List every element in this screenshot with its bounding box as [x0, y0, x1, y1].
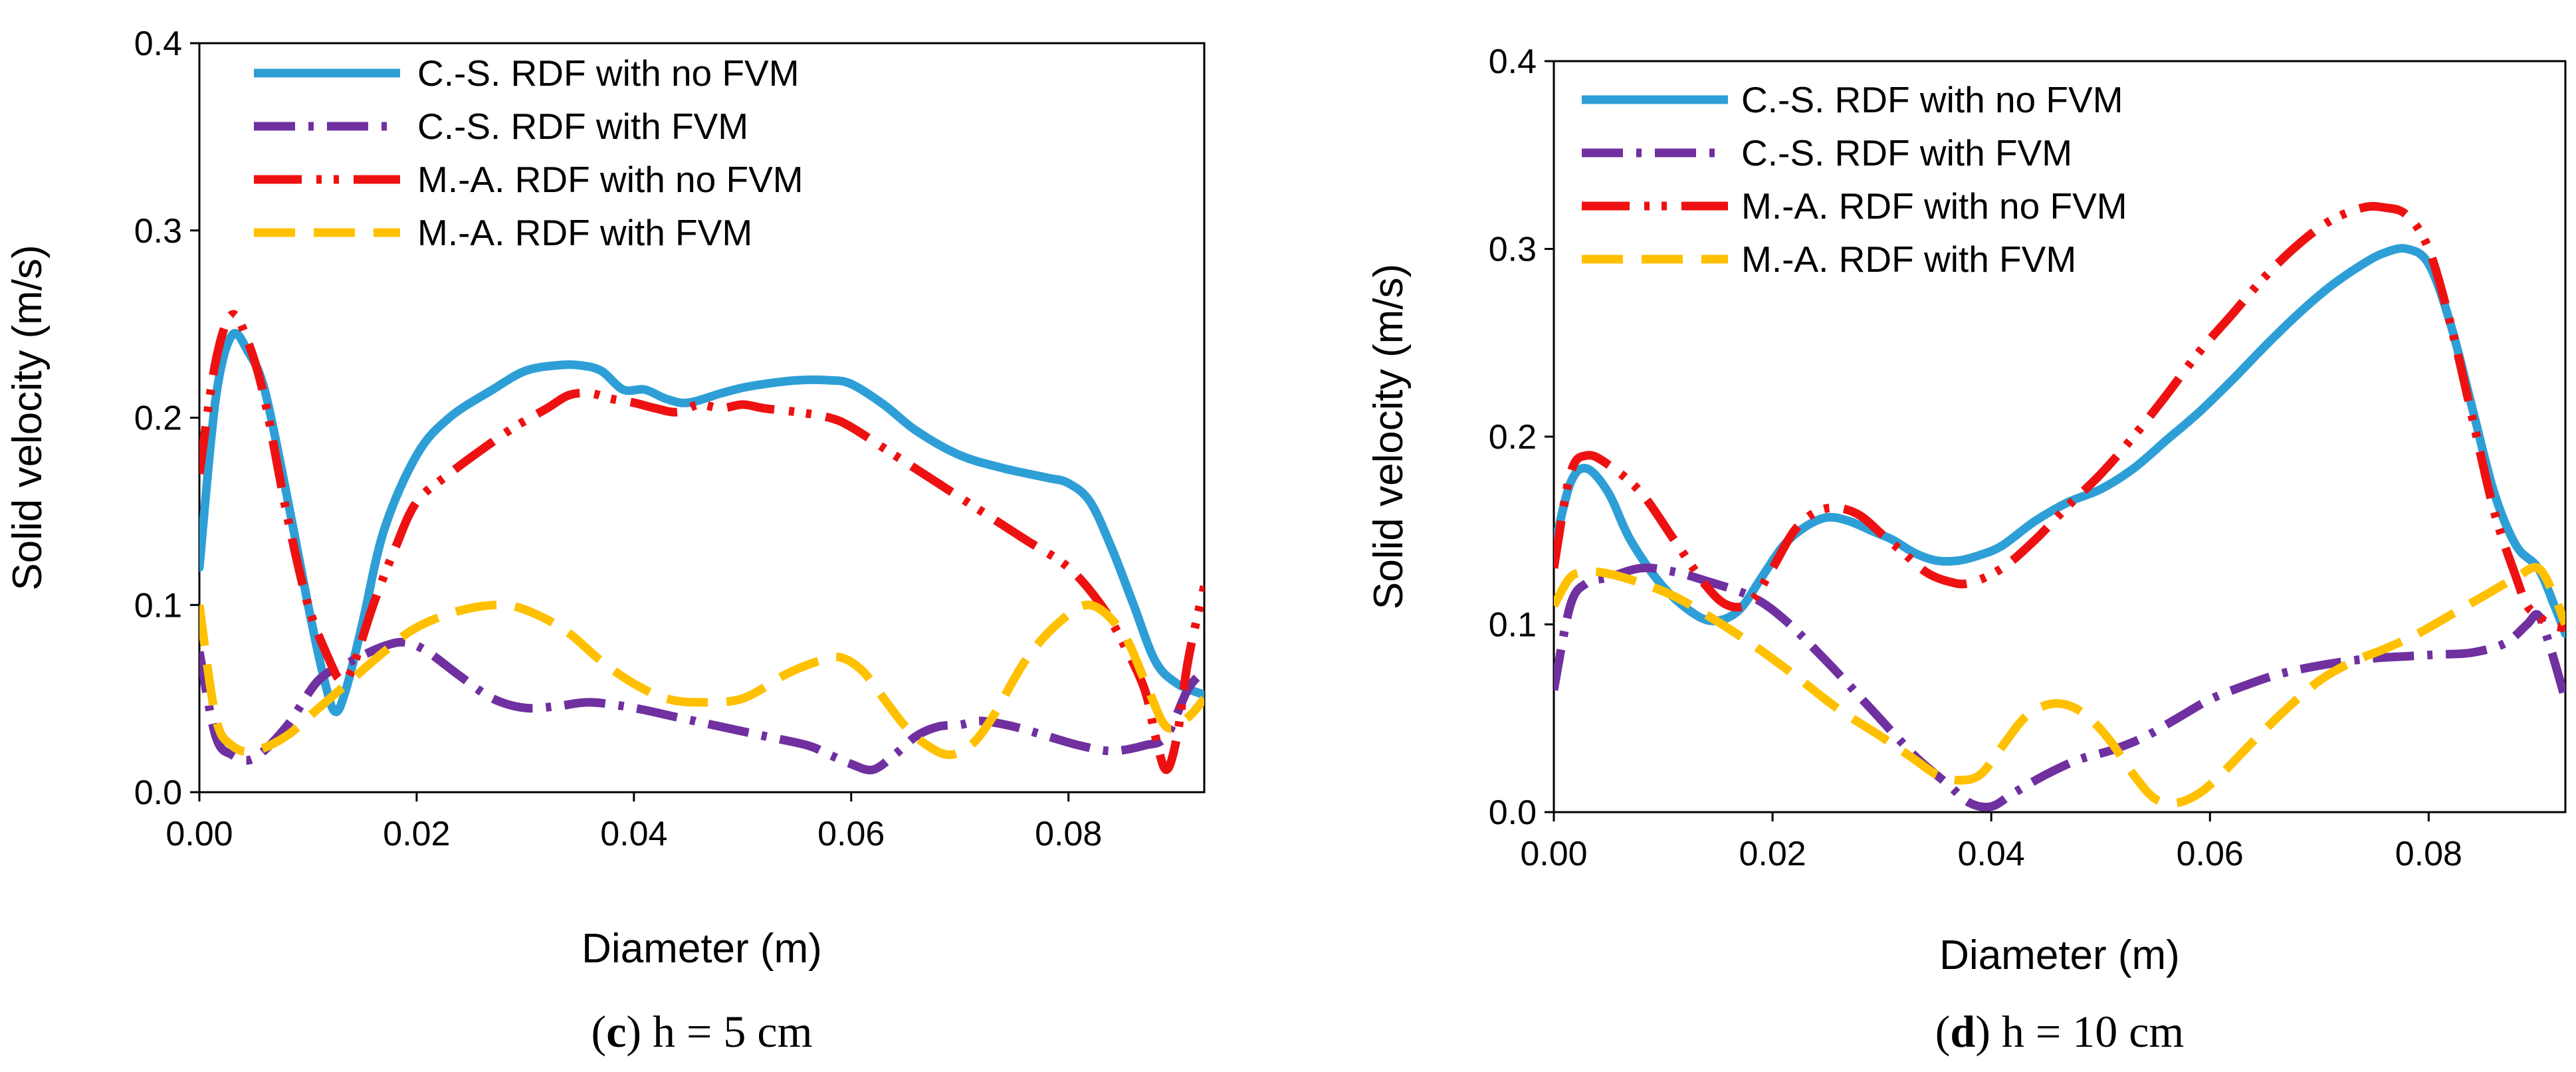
x-axis-title: Diameter (m) — [1939, 932, 2180, 978]
legend-label: M.-A. RDF with FVM — [417, 212, 752, 253]
x-tick-label: 0.02 — [383, 815, 450, 853]
legend-label: M.-A. RDF with no FVM — [1741, 185, 2127, 227]
series-line-dashed — [199, 600, 1204, 760]
y-tick-label: 0.0 — [1489, 794, 1537, 832]
y-tick-label: 0.3 — [1489, 231, 1537, 269]
legend-label: C.-S. RDF with FVM — [1741, 132, 2072, 173]
x-tick-label: 0.06 — [817, 815, 885, 853]
series-line-dashdot — [199, 637, 1204, 775]
caption-open: ( — [1935, 1006, 1951, 1057]
x-tick-label: 0.00 — [165, 815, 233, 853]
series-line-dashdotdot — [1554, 201, 2565, 633]
series-group — [199, 310, 1204, 775]
panel-caption: (c) h = 5 cm — [591, 1006, 813, 1057]
legend-label: M.-A. RDF with no FVM — [417, 159, 804, 200]
series-line-dashdot — [1554, 563, 2565, 811]
x-tick-label: 0.06 — [2177, 835, 2244, 873]
legend-label: M.-A. RDF with FVM — [1741, 239, 2076, 280]
y-tick-label: 0.1 — [1489, 606, 1537, 645]
panel-caption: (d) h = 10 cm — [1935, 1006, 2185, 1057]
chart-panel-d: 0.0 0.1 0.2 0.3 0.4 0.00 0.02 0.04 0.06 0.08 Diame… — [1366, 43, 2567, 1057]
caption-open: ( — [591, 1006, 607, 1057]
legend-label: C.-S. RDF with no FVM — [1741, 79, 2123, 120]
y-tick-label: 0.3 — [134, 212, 182, 251]
x-tick-label: 0.04 — [600, 815, 667, 853]
y-tick-label: 0.4 — [1489, 43, 1537, 81]
caption-letter: c — [606, 1006, 626, 1057]
y-tick-label: 0.1 — [134, 586, 182, 625]
y-axis-title: Solid velocity (m/s) — [1366, 264, 1412, 609]
x-tick-label: 0.08 — [2395, 835, 2462, 873]
x-tick-label: 0.08 — [1035, 815, 1102, 853]
legend-label: C.-S. RDF with no FVM — [417, 53, 800, 94]
series-line-dashed — [1554, 563, 2565, 808]
x-tick-label: 0.02 — [1739, 835, 1806, 873]
x-axis-title: Diameter (m) — [582, 926, 822, 972]
caption-close: ) — [1975, 1006, 1990, 1057]
series-group — [1554, 201, 2565, 811]
legend-label: C.-S. RDF with FVM — [417, 106, 748, 147]
caption-letter: d — [1950, 1006, 1975, 1057]
y-tick-label: 0.0 — [134, 774, 182, 812]
y-tick-label: 0.2 — [134, 399, 182, 438]
caption-text: h = 5 cm — [641, 1006, 812, 1057]
x-tick-label: 0.04 — [1958, 835, 2025, 873]
chart-panel-c: 0.0 0.1 0.2 0.3 0.4 0.00 0.02 0.04 0.06 0.08 Diame… — [5, 25, 1206, 1057]
x-tick-label: 0.00 — [1520, 835, 1587, 873]
caption-text: h = 10 cm — [1990, 1006, 2184, 1057]
y-axis-title: Solid velocity (m/s) — [5, 245, 51, 590]
y-tick-label: 0.2 — [1489, 418, 1537, 457]
y-tick-label: 0.4 — [134, 25, 182, 63]
caption-close: ) — [626, 1006, 641, 1057]
